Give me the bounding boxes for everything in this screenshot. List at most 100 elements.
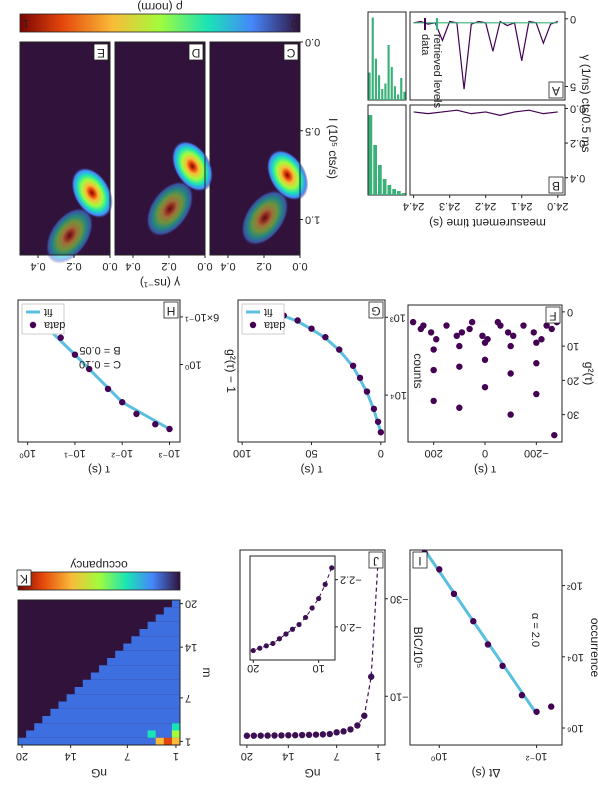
annotation: B = 0.05 bbox=[79, 344, 120, 356]
data-point bbox=[518, 692, 526, 699]
data-point bbox=[340, 728, 347, 735]
heatmap-tail bbox=[145, 180, 194, 237]
data-point bbox=[71, 351, 79, 358]
panel-label-box bbox=[548, 176, 564, 194]
panel-label-box bbox=[163, 301, 179, 319]
inset-point bbox=[263, 643, 269, 649]
y-tick-label: −2.2 bbox=[340, 574, 362, 586]
data-point bbox=[484, 641, 492, 648]
x-tick-label: 20 bbox=[16, 750, 28, 762]
data-point bbox=[533, 339, 540, 346]
data-point bbox=[470, 618, 477, 625]
x-axis-label: measurement time (s) bbox=[429, 216, 546, 230]
heatmap-tail bbox=[240, 189, 289, 246]
axes-frame bbox=[19, 41, 111, 256]
legend-label: retrieved levels bbox=[431, 34, 443, 108]
data-point bbox=[294, 317, 301, 324]
x-tick-label: 200 bbox=[424, 447, 442, 459]
y-axis-label: occurrence bbox=[588, 618, 598, 678]
heatmap-peak bbox=[171, 140, 214, 192]
x-axis-label: γ (ns⁻¹) bbox=[140, 276, 180, 290]
data-point bbox=[504, 329, 512, 336]
panel-label: D bbox=[191, 46, 200, 60]
y-tick-label: 10⁴ bbox=[390, 389, 407, 401]
inset-point bbox=[309, 605, 315, 611]
occupied-cell bbox=[155, 737, 164, 745]
hist-bar bbox=[393, 86, 396, 100]
data-point bbox=[166, 425, 173, 433]
legend-frame bbox=[241, 303, 285, 335]
data-point bbox=[57, 334, 64, 341]
panel-label: E bbox=[97, 46, 105, 60]
panel-label: A bbox=[552, 84, 560, 98]
occupied-region bbox=[131, 636, 180, 644]
data-point bbox=[377, 429, 385, 436]
panel-label: K bbox=[20, 572, 28, 586]
y-tick-label: 0 bbox=[570, 13, 576, 25]
colorbar-tick-label: 0 bbox=[291, 17, 297, 29]
inset-frame bbox=[249, 555, 336, 661]
x-tick-label: 10⁻² bbox=[525, 750, 547, 762]
data-point bbox=[312, 731, 320, 738]
data-point bbox=[271, 732, 278, 739]
panel-label-box bbox=[368, 551, 384, 569]
occupied-region bbox=[42, 716, 180, 724]
occupied-region bbox=[82, 679, 180, 687]
x-tick-label: 20 bbox=[247, 662, 259, 674]
occupied-region bbox=[58, 701, 180, 709]
y-tick-label: 0 bbox=[567, 306, 573, 318]
x-axis-label: nG bbox=[91, 766, 107, 780]
y-tick-label: 1 bbox=[185, 735, 191, 747]
data-point bbox=[450, 590, 458, 598]
data-point bbox=[507, 411, 514, 418]
y-axis-label: I (10⁵ cts/s) bbox=[326, 118, 340, 179]
hist-bar bbox=[392, 189, 396, 195]
y-axis-label: BIC/10⁵ bbox=[411, 627, 425, 669]
data-point bbox=[430, 397, 437, 405]
y-tick-label: 10⁴ bbox=[567, 651, 584, 663]
hist-bar bbox=[378, 75, 381, 100]
data-point bbox=[548, 703, 555, 710]
y-tick-label: −30 bbox=[390, 593, 409, 605]
hist-bar bbox=[373, 145, 377, 195]
occupied-region bbox=[18, 737, 180, 745]
hist-bar bbox=[401, 193, 406, 195]
x-tick-label: 24.1 bbox=[511, 200, 532, 212]
data-point bbox=[481, 384, 489, 391]
data-point bbox=[333, 729, 340, 736]
hist-bar bbox=[368, 72, 371, 100]
x-tick-label: 0.4 bbox=[30, 260, 45, 272]
occupied-cell bbox=[171, 737, 180, 745]
annotation: C = 0.10 bbox=[79, 358, 121, 370]
y-axis-label: g²(τ) bbox=[582, 362, 596, 385]
data-point bbox=[466, 325, 473, 333]
y-tick-label: 0.4 bbox=[570, 172, 585, 184]
x-tick-label: 7 bbox=[334, 750, 340, 762]
occupied-region bbox=[115, 650, 180, 658]
hist-bar bbox=[387, 45, 390, 100]
panel-label: J bbox=[373, 554, 379, 568]
x-tick-label: 10⁰ bbox=[19, 447, 36, 459]
axes-frame bbox=[209, 41, 301, 256]
y-axis-label: γ (1/ns) cts/0.5 ms bbox=[579, 54, 593, 152]
data-point bbox=[305, 731, 313, 739]
data-point bbox=[456, 342, 463, 350]
panel-label: C bbox=[286, 46, 295, 60]
hist-bar bbox=[397, 191, 401, 195]
occupied-region bbox=[123, 643, 180, 651]
data-point bbox=[119, 399, 126, 406]
panel-label: H bbox=[167, 304, 176, 318]
data-point bbox=[533, 390, 540, 398]
data-point bbox=[436, 566, 443, 573]
y-tick-label: 6×10⁻¹ bbox=[185, 311, 220, 323]
axes-frame bbox=[409, 104, 566, 196]
occupied-region bbox=[34, 723, 181, 731]
y-tick-label: 5 bbox=[570, 81, 576, 93]
inset-point bbox=[257, 645, 263, 651]
hist-frame bbox=[367, 11, 407, 101]
data-point bbox=[319, 731, 327, 738]
x-tick-label: 14 bbox=[282, 750, 294, 762]
data-point bbox=[430, 366, 437, 374]
data-point bbox=[354, 722, 361, 729]
